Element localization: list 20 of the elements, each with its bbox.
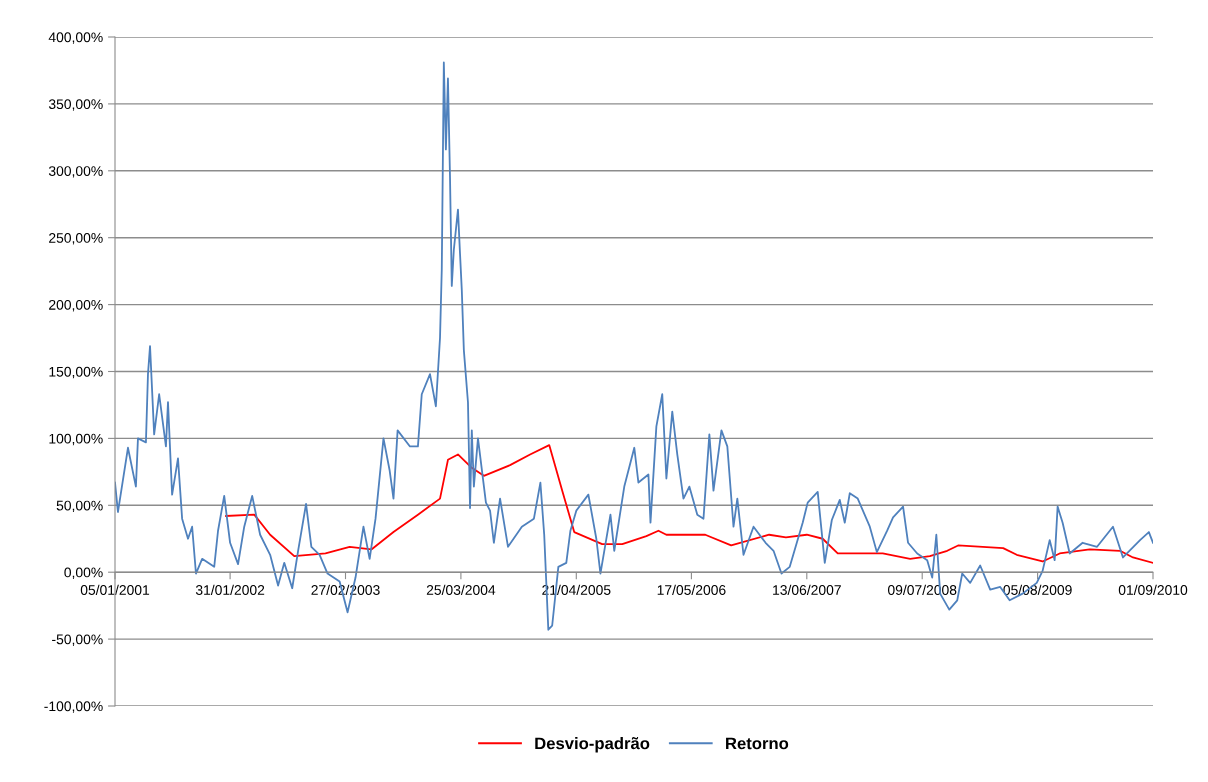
y-tick-label: 50,00%: [56, 500, 103, 513]
x-tick-label: 17/05/2006: [657, 584, 726, 595]
y-tick-label: 100,00%: [49, 433, 103, 446]
y-tick-label: 250,00%: [49, 233, 103, 245]
y-tick-label: 300,00%: [48, 166, 103, 178]
y-tick-label: -50,00%: [52, 634, 103, 646]
x-tick-label: 01/09/2010: [1118, 584, 1188, 595]
x-tick-label: 13/06/2007: [773, 584, 841, 595]
y-tick-label: -100,00%: [44, 701, 103, 713]
x-tick-label: 05/01/2001: [80, 584, 150, 595]
x-tick-label: 25/03/2004: [426, 584, 496, 595]
y-tick-label: 150,00%: [49, 366, 103, 379]
legend-label: Desvio-padrão: [535, 737, 650, 753]
x-tick-label: 31/01/2002: [195, 584, 265, 595]
y-tick-label: 350,00%: [48, 99, 103, 111]
legend-label: Retorno: [726, 737, 789, 750]
y-tick-label: 200,00%: [49, 299, 103, 312]
line-series: [225, 444, 1153, 564]
y-tick-label: 400,00%: [48, 32, 103, 44]
y-tick-label: 0,00%: [64, 567, 103, 580]
